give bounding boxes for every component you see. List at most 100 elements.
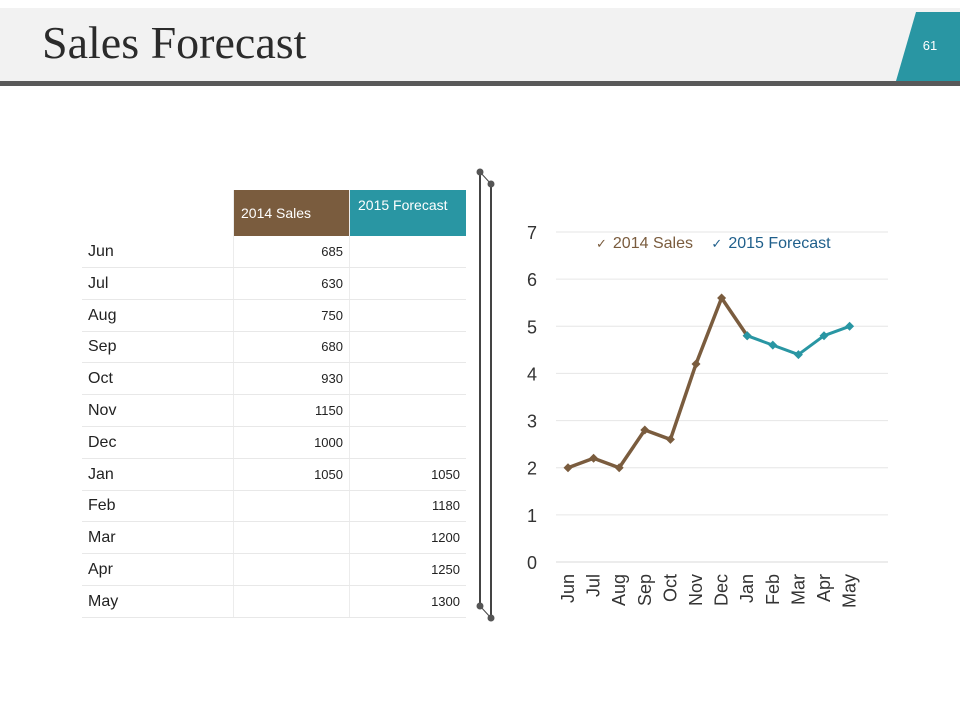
table-column-divider [233, 190, 234, 618]
table-header-2015-forecast: 2015 Forecast [350, 190, 466, 236]
table-row: May 1300 [82, 586, 466, 618]
data-point-marker [563, 463, 573, 473]
y-tick-label: 6 [527, 270, 537, 290]
header-divider [0, 81, 960, 86]
data-point-marker [691, 359, 701, 369]
table-row: Apr 1250 [82, 554, 466, 586]
table-row: Jul 630 [82, 268, 466, 300]
row-separator [82, 330, 466, 332]
table-header-2014-sales: 2014 Sales [233, 190, 349, 236]
page-number: 61 [922, 38, 938, 53]
y-tick-label: 1 [527, 506, 537, 526]
sales-2014-cell: 680 [321, 339, 343, 355]
legend-label: 2015 Forecast [728, 235, 831, 252]
forecast-2015-cell: 1200 [431, 530, 460, 546]
month-cell: Jul [88, 274, 109, 292]
row-separator [82, 426, 466, 427]
x-tick-label: Jul [584, 574, 604, 597]
x-tick-label: Mar [788, 574, 808, 605]
month-cell: Apr [88, 561, 113, 578]
table-row: Aug 750 [82, 300, 466, 332]
sales-2014-cell: 750 [321, 307, 343, 323]
x-tick-label: May [840, 574, 860, 608]
x-tick-label: Apr [814, 574, 834, 602]
sales-table: 2014 Sales 2015 Forecast Jun 685 Jul 630 Aug… [82, 190, 466, 620]
data-point-marker [819, 331, 829, 341]
check-icon: ✓ [711, 236, 723, 251]
series-line [567, 296, 749, 470]
table-row: Sep 680 [82, 331, 466, 364]
x-tick-label: Aug [609, 574, 629, 606]
forecast-2015-cell: 1300 [431, 593, 460, 609]
slide-header [0, 8, 960, 81]
table-row: Jan 1050 1050 [82, 459, 466, 491]
forecast-2015-cell: 1180 [432, 498, 460, 514]
forecast-2015-cell: 1050 [431, 466, 460, 482]
data-point-marker [589, 453, 599, 463]
data-point-marker [742, 331, 752, 341]
sales-2014-cell: 1000 [314, 434, 343, 450]
table-row: Mar 1200 [82, 522, 466, 555]
table-row: Nov 1150 [82, 395, 466, 427]
page-number-badge [896, 12, 960, 81]
month-cell: Dec [88, 433, 117, 451]
data-point-marker [640, 425, 650, 435]
data-point-marker [614, 463, 624, 473]
row-separator [82, 616, 466, 618]
row-separator [82, 585, 466, 586]
legend-item-2015-forecast: ✓ 2015 Forecast [711, 235, 830, 252]
month-cell: Nov [88, 402, 117, 419]
slide-title: Sales Forecast [42, 17, 307, 68]
month-cell: Jan [88, 465, 114, 483]
check-icon: ✓ [596, 236, 607, 251]
month-cell: Oct [88, 370, 113, 388]
row-separator [82, 457, 466, 459]
row-separator [82, 362, 466, 364]
sales-2014-cell: 930 [321, 371, 343, 387]
y-tick-label: 0 [527, 553, 537, 573]
row-separator [82, 489, 466, 491]
table-row: Feb 1180 [82, 490, 466, 523]
month-cell: Aug [88, 306, 117, 324]
row-separator [82, 553, 466, 555]
y-tick-label: 3 [527, 412, 537, 432]
row-separator [82, 298, 466, 300]
row-separator [82, 267, 466, 268]
month-cell: May [88, 592, 119, 610]
data-point-marker [665, 434, 675, 444]
legend-label: 2014 Sales [612, 235, 693, 252]
y-tick-label: 5 [527, 317, 537, 337]
month-cell: Sep [88, 338, 117, 356]
table-column-divider [349, 190, 350, 618]
data-point-marker [793, 350, 803, 360]
sales-2014-cell: 1150 [315, 403, 343, 418]
sales-2014-cell: 630 [321, 275, 343, 291]
forecast-2015-cell: 1250 [431, 562, 460, 577]
x-tick-label: Oct [660, 574, 680, 602]
table-row: Dec 1000 [82, 427, 466, 459]
table-row: Oct 930 [82, 363, 466, 396]
x-tick-label: Dec [712, 574, 732, 606]
x-tick-label: Jun [558, 574, 578, 603]
y-tick-label: 4 [527, 364, 537, 384]
x-tick-label: Nov [686, 574, 706, 606]
data-point-marker [717, 293, 727, 303]
y-tick-label: 7 [527, 223, 537, 243]
legend-item-2014-sales: ✓ 2014 Sales [596, 235, 697, 252]
row-separator [82, 521, 466, 523]
row-separator [82, 394, 466, 396]
month-cell: Feb [88, 497, 116, 515]
sales-2014-cell: 685 [321, 244, 343, 259]
table-row: Jun 685 [82, 236, 466, 268]
sales-2014-cell: 1050 [314, 466, 343, 482]
y-tick-label: 2 [527, 459, 537, 479]
data-point-marker [845, 321, 855, 331]
x-tick-label: Jan [737, 574, 757, 603]
month-cell: Mar [88, 529, 116, 547]
x-tick-label: Sep [635, 574, 655, 606]
chart-legend: ✓ 2014 Sales ✓ 2015 Forecast [596, 235, 831, 253]
table-header-2015-forecast-label: 2015 Forecast [358, 197, 448, 213]
month-cell: Jun [88, 243, 114, 260]
table-header-2014-sales-label: 2014 Sales [241, 205, 312, 221]
